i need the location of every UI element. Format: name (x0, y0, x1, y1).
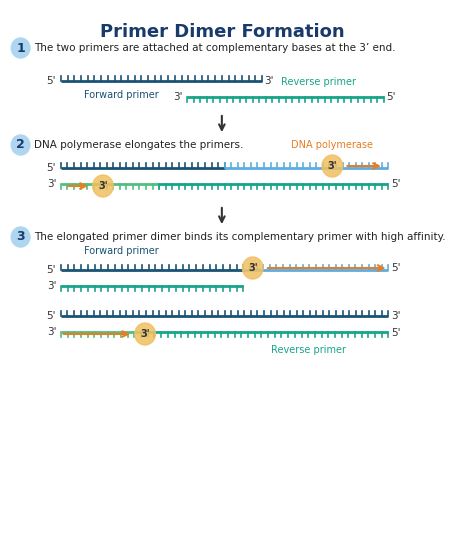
Text: DNA polymerase elongates the primers.: DNA polymerase elongates the primers. (34, 140, 243, 150)
Text: 3': 3' (391, 311, 401, 321)
Text: 5': 5' (391, 179, 401, 189)
Text: 5': 5' (46, 76, 56, 86)
Text: 3': 3' (248, 263, 257, 273)
Circle shape (242, 257, 263, 279)
Text: 5': 5' (46, 311, 56, 321)
Text: 3': 3' (46, 179, 56, 189)
Circle shape (11, 135, 30, 155)
Text: The two primers are attached at complementary bases at the 3’ end.: The two primers are attached at compleme… (34, 43, 395, 53)
Text: 5': 5' (391, 263, 401, 273)
Text: 5': 5' (387, 92, 396, 102)
Text: Forward primer: Forward primer (84, 90, 159, 100)
Text: 5': 5' (46, 163, 56, 173)
Text: 3': 3' (264, 76, 273, 86)
Text: Reverse primer: Reverse primer (281, 77, 356, 87)
Text: 3': 3' (46, 327, 56, 337)
Text: 3': 3' (46, 281, 56, 291)
Text: 3': 3' (140, 329, 150, 339)
Text: 3': 3' (98, 181, 108, 191)
Text: 3: 3 (16, 231, 25, 243)
Text: DNA polymerase: DNA polymerase (292, 140, 374, 150)
Text: 2: 2 (16, 138, 25, 152)
Text: 3': 3' (328, 161, 337, 171)
Circle shape (135, 323, 155, 345)
Circle shape (93, 175, 113, 197)
Text: 5': 5' (391, 328, 401, 338)
Text: Forward primer: Forward primer (84, 246, 159, 256)
Circle shape (11, 38, 30, 58)
Text: Primer Dimer Formation: Primer Dimer Formation (100, 23, 344, 41)
Text: Reverse primer: Reverse primer (272, 345, 346, 355)
Circle shape (322, 155, 343, 177)
Text: 1: 1 (16, 41, 25, 55)
Text: 3': 3' (173, 92, 182, 102)
Text: The elongated primer dimer binds its complementary primer with high affinity.: The elongated primer dimer binds its com… (34, 232, 446, 242)
Circle shape (11, 227, 30, 247)
Text: 5': 5' (46, 265, 56, 275)
